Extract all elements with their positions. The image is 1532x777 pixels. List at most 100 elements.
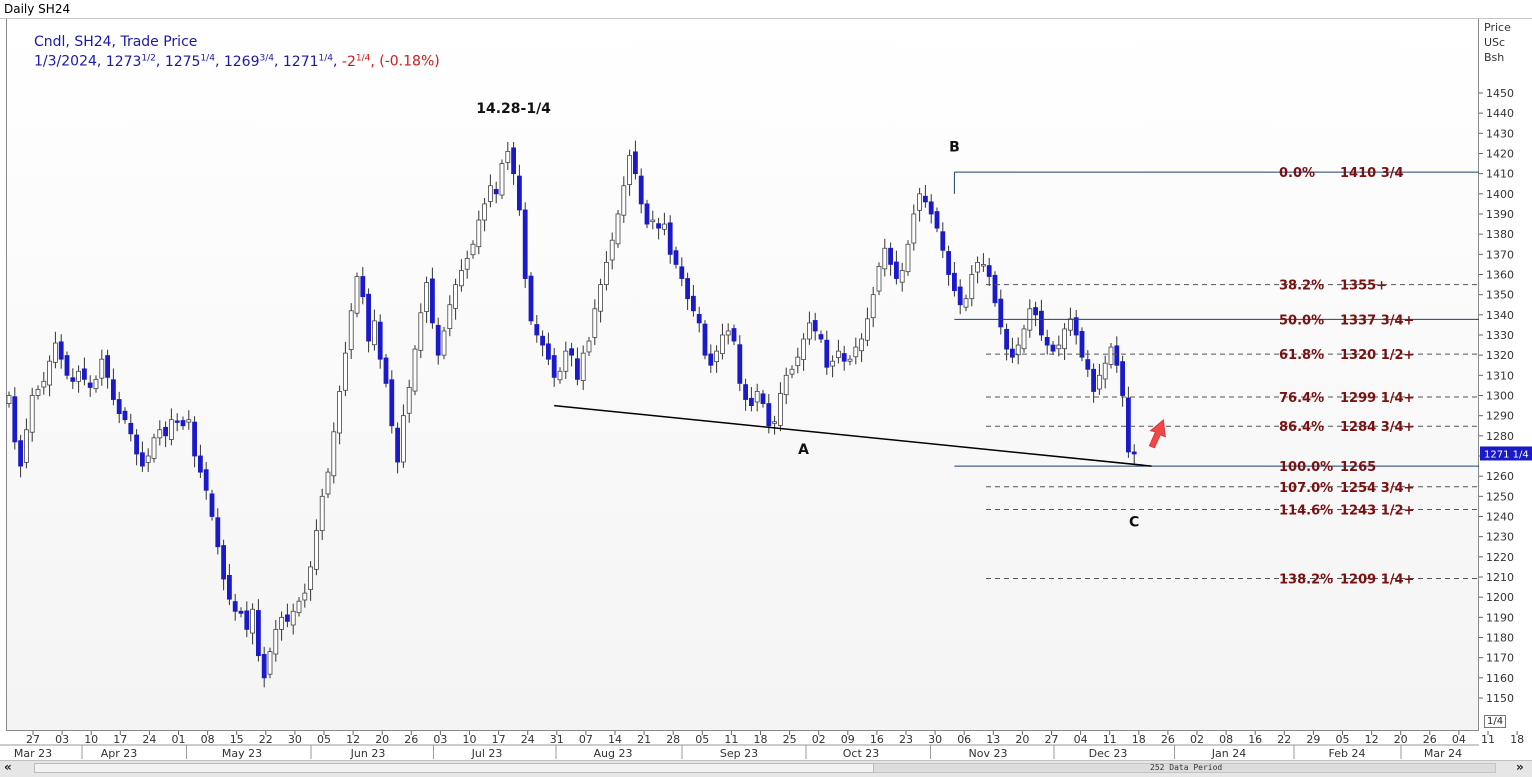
candle-body [1010, 348, 1015, 358]
scroll-thumb[interactable] [34, 763, 874, 773]
scroll-left-button[interactable]: « [4, 760, 12, 774]
candle-body [267, 651, 273, 675]
x-month-label: May 23 [222, 747, 262, 760]
x-tick-label: 06 [957, 733, 971, 746]
y-tick-label: 1250 [1486, 490, 1514, 503]
candle-body [47, 360, 52, 386]
x-tick-label: 20 [1394, 733, 1408, 746]
fib-level-price: 1254 3/4+ [1340, 481, 1414, 496]
x-tick-label: 18 [1510, 733, 1524, 746]
candle-body [157, 429, 163, 439]
fib-level-price: 1243 1/2+ [1340, 503, 1414, 518]
x-tick-label: 16 [1248, 733, 1262, 746]
candle-body [952, 272, 957, 292]
candle-body [946, 251, 951, 275]
candle-body [1004, 328, 1009, 350]
price-axis-header-line: Price [1484, 21, 1511, 34]
data-period-label: 252 Data Period [1150, 763, 1223, 772]
x-tick-label: 11 [1481, 733, 1495, 746]
candle-body [261, 654, 267, 679]
x-tick-label: 31 [550, 733, 564, 746]
y-tick-label: 1340 [1486, 309, 1514, 322]
x-tick-label: 03 [433, 733, 447, 746]
candle-body [192, 421, 198, 457]
candle-body [273, 629, 279, 655]
candle-body [186, 419, 192, 423]
candle-body [656, 223, 661, 229]
candle-body [226, 574, 232, 600]
candle-body [116, 399, 122, 415]
candle-body [725, 330, 731, 336]
x-month-label: Mar 23 [14, 747, 52, 760]
y-tick-label: 1330 [1486, 329, 1514, 342]
candle-body [691, 295, 696, 312]
candle-body [1073, 317, 1079, 336]
candle-body [679, 266, 685, 279]
x-tick-label: 02 [812, 733, 826, 746]
candle-body [325, 471, 331, 495]
x-tick-label: 16 [870, 733, 884, 746]
candle-body [592, 308, 598, 338]
candle-body [458, 270, 464, 287]
candle-body [812, 320, 818, 332]
candle-body [749, 397, 754, 406]
candle-body [1044, 337, 1050, 346]
fib-level-price: 1299 1/4+ [1340, 391, 1414, 406]
legend-open: 12731/2 [105, 53, 156, 70]
candle-body [737, 344, 743, 384]
candle-body [58, 341, 64, 360]
candle-body [522, 209, 528, 279]
candle-body [163, 426, 169, 437]
candle-body [963, 298, 969, 308]
x-tick-label: 05 [1336, 733, 1350, 746]
legend-date: 1/3/2024, [34, 53, 102, 70]
candle-body [662, 223, 667, 230]
candle-body [853, 346, 859, 358]
fib-level-percent: 86.4% [1279, 420, 1324, 435]
candle-body [754, 391, 760, 403]
candle-body [1114, 345, 1120, 366]
x-tick-label: 07 [579, 733, 593, 746]
current-price-label: 1271 1/4 [1484, 449, 1529, 460]
candle-body [1085, 359, 1091, 370]
candle-body [511, 147, 517, 175]
legend-change: -21/4, [341, 53, 375, 70]
candle-body [64, 355, 70, 376]
scroll-right-button[interactable]: » [1516, 760, 1524, 774]
x-tick-label: 25 [783, 733, 797, 746]
page-indicator[interactable]: 1/4 [1484, 715, 1507, 728]
candle-body [824, 339, 830, 368]
candle-body [29, 395, 35, 433]
candle-body [604, 261, 609, 285]
x-month-label: Mar 24 [1424, 747, 1462, 760]
x-tick-label: 30 [928, 733, 942, 746]
candle-body [197, 455, 203, 473]
candle-body [290, 610, 296, 626]
candle-body [702, 323, 708, 356]
candle-body [870, 294, 876, 319]
candle-body [453, 284, 459, 309]
candle-body [969, 274, 975, 300]
candle-body [151, 437, 157, 459]
y-tick-label: 1160 [1486, 672, 1514, 685]
candle-body [836, 350, 841, 358]
candle-body [998, 298, 1004, 328]
candle-body [1050, 344, 1056, 352]
candle-body [493, 188, 499, 195]
x-tick-label: 17 [492, 733, 506, 746]
candle-body [563, 350, 569, 372]
candle-body [447, 304, 453, 329]
trendline [554, 404, 1152, 467]
legend-close: 12711/4 [282, 53, 333, 70]
y-tick-label: 1180 [1486, 631, 1514, 644]
candle-body [783, 374, 789, 396]
candle-body [894, 261, 899, 279]
candle-body [1056, 344, 1062, 350]
fib-level-percent: 50.0% [1279, 313, 1324, 328]
price-axis-header-line: USc [1484, 36, 1506, 49]
fib-level-percent: 107.0% [1279, 481, 1333, 496]
candle-body [302, 592, 308, 601]
candle-body [238, 610, 244, 614]
x-tick-label: 22 [1277, 733, 1291, 746]
candle-body [934, 211, 940, 229]
